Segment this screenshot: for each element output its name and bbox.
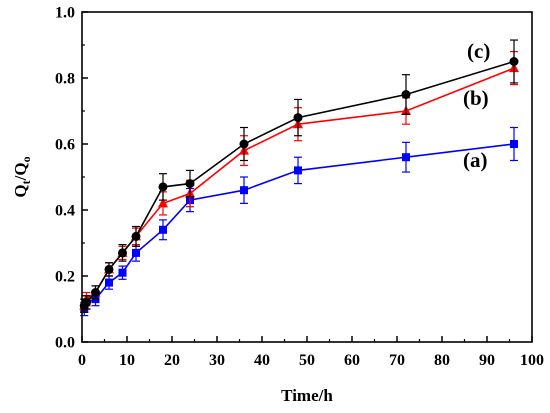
y-tick-label: 0.6: [55, 137, 75, 154]
data-point-square: [132, 248, 140, 257]
y-axis-title-q: Q: [11, 184, 30, 197]
data-point-circle: [293, 113, 303, 123]
tick-labels-group: 0 10 20 30 40 50 60 70 80 90 100 0.0 0.2 0.4 0.6 0.8 1.0: [55, 5, 544, 370]
x-axis-title: Time/h: [281, 386, 333, 405]
data-point-square: [510, 140, 518, 148]
series-label-a: (a): [463, 148, 488, 172]
x-tick-label: 40: [254, 352, 270, 369]
x-tick-label: 80: [434, 352, 450, 369]
data-point-triangle: [158, 197, 168, 208]
series-square: [80, 126, 518, 317]
data-point-square: [240, 186, 248, 195]
data-point-circle: [239, 139, 249, 149]
y-axis-title: Qt/Qo: [11, 156, 33, 197]
series-labels-group: (a) (b) (c): [463, 39, 490, 172]
data-point-circle: [509, 57, 519, 66]
data-point-square: [294, 166, 302, 175]
y-tick-label: 0.8: [55, 71, 75, 88]
y-axis-title-slash-q: /Q: [11, 162, 30, 181]
plot-frame: [81, 11, 533, 343]
series-label-c: (c): [467, 39, 490, 63]
y-tick-label: 0.2: [55, 269, 75, 286]
data-point-circle: [158, 182, 168, 192]
y-tick-label: 0.4: [55, 203, 75, 220]
x-tick-label: 100: [520, 352, 544, 369]
data-point-circle: [401, 90, 411, 99]
x-tick-label: 0: [78, 352, 86, 369]
data-point-circle: [82, 297, 91, 307]
data-point-circle: [104, 264, 114, 274]
data-point-circle: [185, 179, 195, 189]
x-tick-label: 10: [119, 352, 135, 369]
x-tick-label: 20: [164, 352, 180, 369]
series-line: [83, 67, 515, 306]
data-point-circle: [118, 248, 127, 258]
data-point-circle: [131, 231, 141, 241]
y-tick-label: 0.0: [55, 335, 75, 352]
y-axis-title-sub-o: o: [19, 156, 33, 162]
x-tick-label: 30: [209, 352, 225, 369]
x-tick-label: 70: [389, 352, 405, 369]
data-point-square: [159, 225, 167, 234]
series-circle: [79, 39, 519, 313]
data-point-circle: [91, 288, 100, 297]
data-point-square: [118, 268, 127, 277]
x-tick-label: 50: [299, 352, 315, 369]
y-axis-title-sub-t: t: [19, 180, 33, 184]
data-point-square: [105, 278, 113, 287]
data-point-square: [402, 153, 410, 162]
y-tick-label: 1.0: [55, 5, 75, 22]
x-tick-label: 60: [344, 352, 360, 369]
series-triangle: [79, 50, 519, 313]
series-label-b: (b): [463, 86, 489, 110]
x-tick-label: 90: [479, 352, 495, 369]
series-group: [79, 39, 519, 317]
tick-marks-group: [81, 11, 533, 343]
